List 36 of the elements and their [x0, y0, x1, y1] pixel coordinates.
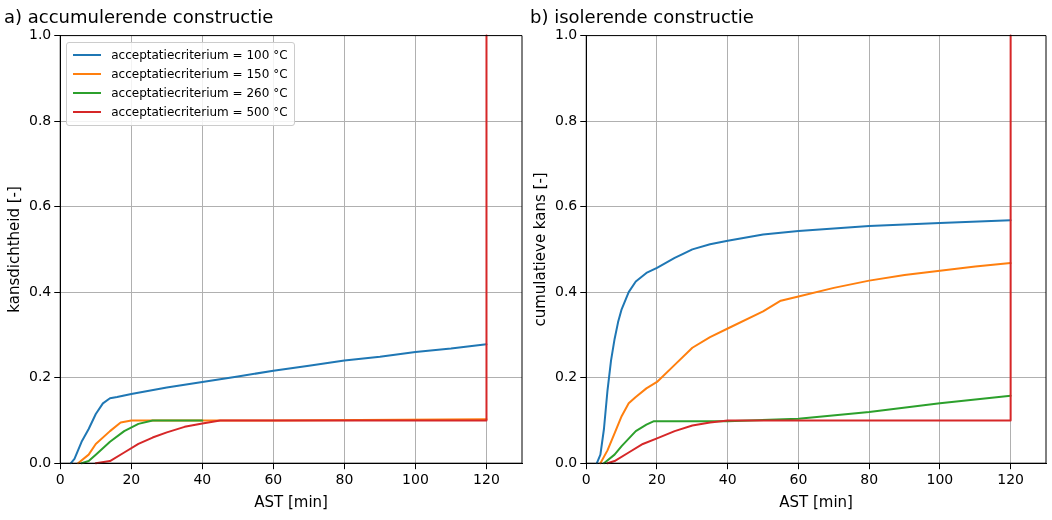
y-axis-title: kansdichtheid [-]: [4, 186, 23, 313]
y-tick-label: 1.0: [555, 26, 578, 43]
x-tick-label: 100: [926, 471, 954, 488]
x-tick-label: 40: [193, 471, 212, 488]
x-axis-title: AST [min]: [254, 492, 328, 511]
y-tick-label: 0.6: [555, 197, 578, 214]
y-tick-label: 0.4: [555, 282, 578, 299]
y-axis-title: cumulatieve kans [-]: [530, 172, 549, 327]
y-tick-label: 0.8: [29, 111, 52, 128]
y-tick-label: 0.2: [555, 368, 578, 385]
chart-title: b) isolerende constructie: [530, 6, 754, 28]
x-tick-label: 0: [55, 471, 65, 488]
x-tick-label: 20: [648, 471, 666, 488]
y-tick-label: 0.8: [555, 111, 578, 128]
x-axis-title: AST [min]: [779, 492, 853, 511]
legend-label: acceptatiecriterium = 100 °C: [111, 48, 288, 63]
x-tick-label: 40: [718, 471, 737, 488]
chart-title: a) accumulerende constructie: [4, 6, 274, 28]
y-tick-label: 0.0: [555, 453, 578, 470]
legend-label: acceptatiecriterium = 500 °C: [111, 105, 288, 120]
x-tick-label: 60: [264, 471, 283, 488]
legend-label: acceptatiecriterium = 150 °C: [111, 67, 288, 82]
x-tick-label: 120: [473, 471, 500, 488]
x-tick-label: 0: [581, 471, 591, 488]
x-tick-label: 100: [402, 471, 429, 488]
x-tick-label: 60: [789, 471, 808, 488]
legend-label: acceptatiecriterium = 260 °C: [111, 86, 288, 101]
y-tick-label: 0.6: [29, 197, 52, 214]
y-tick-label: 1.0: [29, 26, 52, 43]
x-tick-label: 20: [122, 471, 141, 488]
y-tick-label: 0.2: [29, 368, 52, 385]
x-tick-label: 80: [335, 471, 354, 488]
y-tick-label: 0.4: [29, 282, 52, 299]
x-tick-label: 80: [860, 471, 879, 488]
x-tick-label: 120: [997, 471, 1024, 488]
y-tick-label: 0.0: [29, 453, 52, 470]
